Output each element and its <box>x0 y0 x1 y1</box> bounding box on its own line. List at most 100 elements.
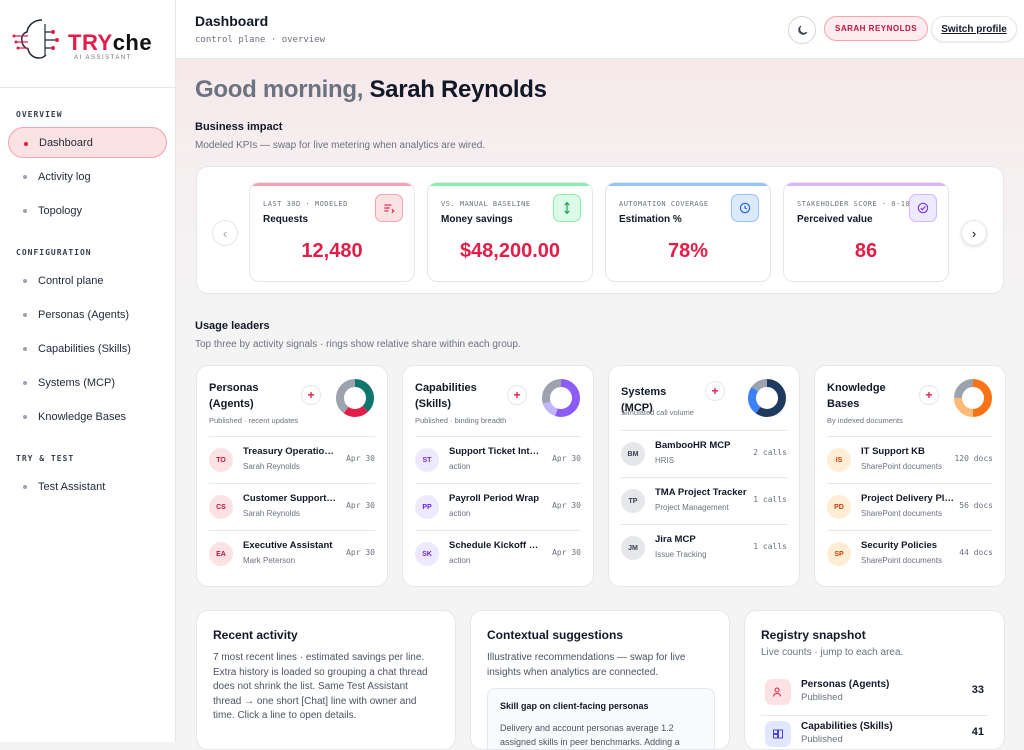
add-button[interactable]: + <box>705 381 725 401</box>
chevron-right-icon: › <box>972 226 976 241</box>
registry-item-count: 33 <box>972 684 984 696</box>
sidebar-item-label: Topology <box>38 205 82 217</box>
theme-toggle-button[interactable] <box>788 16 816 44</box>
sidebar-item-label: Dashboard <box>39 137 93 149</box>
plus-icon: + <box>513 388 520 402</box>
usage-title: Usage leaders <box>195 320 270 332</box>
sidebar-item-dashboard[interactable]: Dashboard <box>8 127 167 158</box>
list-item-sub: Sarah Reynolds <box>243 462 337 471</box>
kpi-label: Requests <box>263 214 308 225</box>
list-item-name: IT Support KB <box>861 446 955 457</box>
person-icon <box>765 679 791 705</box>
list-item-meta: Apr 30 <box>552 501 581 510</box>
registry-item-sub: Published <box>801 734 843 745</box>
clock-icon <box>731 194 759 222</box>
kpi-value: 86 <box>784 240 948 263</box>
list-icon <box>375 194 403 222</box>
sidebar-item-topology[interactable]: Topology <box>8 195 167 226</box>
list-item-sub: HRIS <box>655 456 749 465</box>
list-item-meta: 56 docs <box>959 501 993 510</box>
kpi-value: 78% <box>606 240 770 263</box>
grid-icon <box>765 721 791 747</box>
sidebar-item-label: Activity log <box>38 171 91 183</box>
add-button[interactable]: + <box>301 385 321 405</box>
avatar: PD <box>827 495 851 519</box>
sidebar-item-activity-log[interactable]: Activity log <box>8 161 167 192</box>
check-circle-icon <box>909 194 937 222</box>
list-item-sub: SharePoint documents <box>861 509 955 518</box>
sidebar-item-control-plane[interactable]: Control plane <box>8 265 167 296</box>
sidebar-item-systems-mcp[interactable]: Systems (MCP) <box>8 367 167 398</box>
bullet-icon <box>23 209 27 213</box>
registry-card: Registry snapshot Live counts · jump to … <box>744 610 1005 750</box>
sidebar-item-capabilities-skills[interactable]: Capabilities (Skills) <box>8 333 167 364</box>
registry-title: Registry snapshot <box>761 628 866 642</box>
avatar: JM <box>621 536 645 560</box>
sidebar-item-test-assistant[interactable]: Test Assistant <box>8 471 167 502</box>
carousel-prev-button[interactable]: ‹ <box>212 220 238 246</box>
leader-card-title: Personas (Agents) <box>209 380 289 412</box>
bullet-icon <box>24 142 28 146</box>
suggestions-title: Contextual suggestions <box>487 628 623 642</box>
bullet-icon <box>23 381 27 385</box>
list-item-name: TMA Project Tracker <box>655 487 749 498</box>
sidebar-item-label: Personas (Agents) <box>38 309 129 321</box>
share-ring-chart <box>541 378 581 418</box>
registry-item-name: Capabilities (Skills) <box>801 721 893 732</box>
list-item-name: Treasury Operations Agent <box>243 446 337 457</box>
carousel-next-button[interactable]: › <box>961 220 987 246</box>
sidebar-item-label: Test Assistant <box>38 481 105 493</box>
plus-icon: + <box>307 388 314 402</box>
list-item-sub: Project Management <box>655 503 749 512</box>
leader-card: Personas (Agents) Published · recent upda… <box>196 365 388 587</box>
bullet-icon <box>23 279 27 283</box>
user-badge[interactable]: SARAH REYNOLDS <box>824 16 928 41</box>
leader-card-subtitle: Simulated call volume <box>621 408 694 417</box>
kpi-card[interactable]: STAKEHOLDER SCORE · 0-10 Perceived value 8… <box>783 182 949 282</box>
nav-section-heading: OVERVIEW <box>16 110 175 119</box>
page-subtitle: control plane · overview <box>195 35 325 45</box>
nav-section-heading: CONFIGURATION <box>16 248 175 257</box>
registry-item-capabilities[interactable]: Capabilities (Skills) Published 41 <box>761 716 988 750</box>
registry-item-count: 41 <box>972 726 984 738</box>
sidebar-item-personas-agents[interactable]: Personas (Agents) <box>8 299 167 330</box>
sidebar-item-label: Capabilities (Skills) <box>38 343 131 355</box>
recent-activity-text: 7 most recent lines · estimated savings … <box>213 651 439 724</box>
list-item-meta: Apr 30 <box>552 454 581 463</box>
registry-item-personas[interactable]: Personas (Agents) Published 33 <box>761 674 988 716</box>
moon-icon <box>796 24 809 37</box>
sidebar-item-label: Systems (MCP) <box>38 377 115 389</box>
updown-arrows-icon <box>553 194 581 222</box>
add-button[interactable]: + <box>919 385 939 405</box>
brand-logo[interactable]: TRYche AI ASSISTANT <box>0 0 175 88</box>
kpi-label: Perceived value <box>797 214 873 225</box>
list-item-sub: action <box>449 462 543 471</box>
switch-profile-button[interactable]: Switch profile <box>931 16 1017 42</box>
list-item-name: Customer Support Agent <box>243 493 337 504</box>
bullet-icon <box>23 485 27 489</box>
kpi-eyebrow: AUTOMATION COVERAGE <box>619 200 739 208</box>
leader-card-subtitle: Published · recent updates <box>209 416 298 425</box>
suggestion-item[interactable]: Skill gap on client-facing personas Deli… <box>487 688 715 750</box>
sidebar-item-knowledge-bases[interactable]: Knowledge Bases <box>8 401 167 432</box>
add-button[interactable]: + <box>507 385 527 405</box>
list-item-meta: 1 calls <box>753 495 787 504</box>
sidebar: TRYche AI ASSISTANT OVERVIEW Dashboard Act… <box>0 0 176 742</box>
kpi-eyebrow: STAKEHOLDER SCORE · 0-10 <box>797 200 917 208</box>
